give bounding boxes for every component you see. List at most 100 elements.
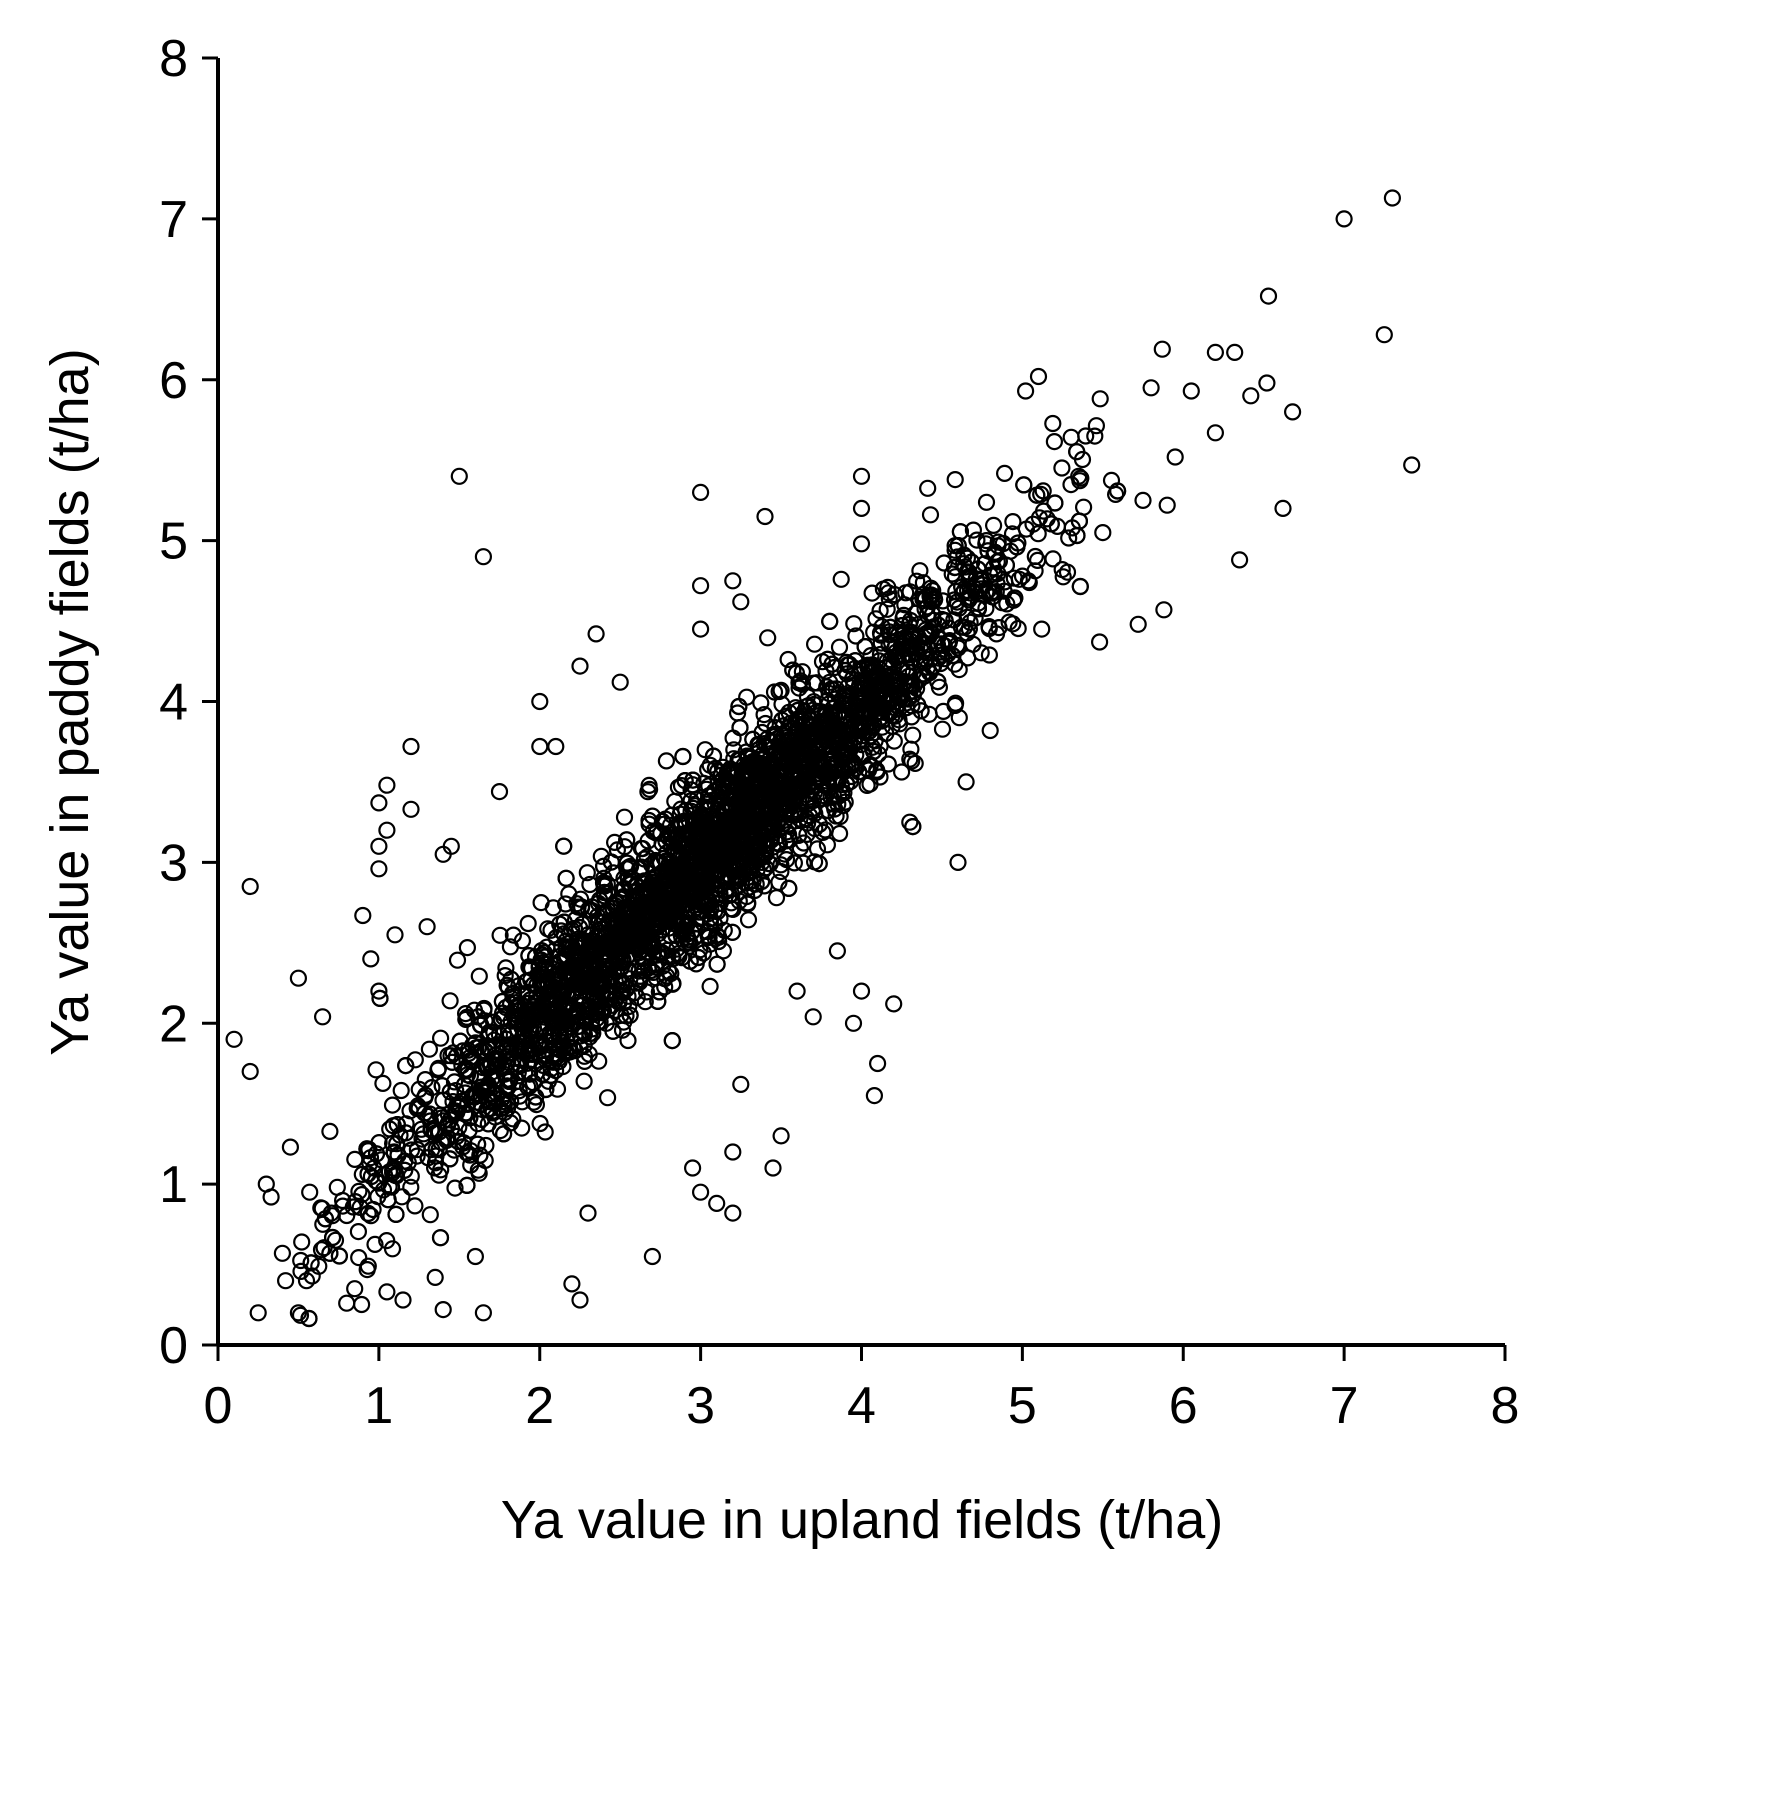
data-point	[562, 969, 580, 987]
data-point	[402, 737, 420, 756]
data-point	[856, 676, 874, 694]
data-point	[1108, 482, 1127, 500]
data-point	[741, 872, 759, 890]
data-point	[972, 644, 990, 662]
data-point	[471, 1146, 489, 1164]
data-point	[810, 764, 829, 783]
data-point	[548, 1080, 567, 1098]
data-point	[544, 899, 562, 917]
data-point	[432, 1029, 450, 1047]
data-point	[881, 618, 900, 637]
data-point	[1000, 613, 1018, 631]
data-point	[531, 737, 549, 756]
data-point	[960, 620, 978, 638]
data-point	[800, 807, 819, 825]
data-point	[730, 697, 748, 716]
data-point	[920, 627, 938, 645]
data-point	[847, 627, 865, 645]
data-point	[1129, 615, 1147, 633]
data-point	[709, 932, 728, 951]
data-point	[636, 993, 654, 1011]
data-point	[378, 1231, 396, 1250]
y-tick-label: 5	[159, 513, 188, 571]
data-point	[1005, 569, 1023, 587]
data-point	[385, 1159, 403, 1177]
data-point	[469, 1008, 487, 1026]
x-tick-label: 1	[364, 1377, 393, 1435]
data-point	[704, 747, 723, 765]
data-point	[1242, 387, 1260, 405]
data-point	[1074, 498, 1093, 516]
data-point	[618, 948, 636, 966]
data-point	[903, 752, 921, 770]
data-point	[706, 759, 725, 778]
data-point	[709, 928, 728, 946]
data-point	[895, 606, 913, 625]
data-point	[1091, 390, 1109, 408]
data-point	[900, 615, 918, 634]
data-point	[1045, 433, 1064, 451]
data-point	[1206, 343, 1225, 361]
data-point	[547, 988, 565, 1006]
data-point	[826, 734, 845, 752]
data-point	[611, 673, 629, 691]
data-point	[922, 586, 940, 604]
data-point	[598, 1089, 617, 1107]
data-point	[615, 808, 634, 826]
data-point	[878, 600, 896, 618]
data-point	[1068, 526, 1086, 545]
data-point	[664, 974, 682, 993]
data-point	[572, 898, 591, 916]
data-point	[547, 737, 565, 756]
data-point	[686, 884, 704, 902]
data-point	[611, 919, 629, 938]
x-tick-label: 0	[204, 1377, 233, 1435]
data-point	[906, 754, 924, 773]
data-point	[555, 837, 573, 855]
data-point	[735, 794, 754, 813]
data-point	[844, 753, 862, 772]
data-point	[379, 1191, 397, 1209]
data-point	[442, 837, 460, 855]
data-point	[458, 1008, 476, 1027]
data-point	[448, 951, 467, 969]
data-point	[787, 748, 805, 767]
data-point	[720, 886, 739, 904]
data-point	[302, 1254, 320, 1272]
data-point	[527, 1025, 545, 1043]
data-point	[657, 752, 676, 770]
data-point	[695, 835, 713, 853]
data-point	[657, 912, 675, 930]
data-point	[504, 926, 523, 944]
data-point	[402, 1178, 420, 1196]
data-point	[744, 730, 762, 749]
data-point	[312, 1241, 331, 1259]
data-point	[420, 1040, 438, 1058]
data-point	[773, 711, 791, 729]
data-point	[458, 1176, 476, 1195]
data-point	[924, 611, 943, 629]
data-point	[397, 1115, 415, 1133]
data-point	[679, 844, 697, 862]
data-point	[430, 1166, 448, 1184]
data-point	[367, 1061, 385, 1079]
data-point	[805, 635, 824, 653]
data-point	[755, 790, 774, 809]
data-point	[702, 857, 720, 875]
data-point	[738, 756, 757, 775]
data-point	[639, 783, 657, 801]
data-point	[675, 921, 693, 939]
data-point	[757, 844, 775, 863]
data-point	[754, 832, 772, 851]
data-point	[579, 1204, 597, 1222]
data-point	[650, 983, 669, 1001]
data-point	[759, 802, 777, 820]
data-point	[502, 1038, 520, 1056]
y-tick-label: 6	[159, 352, 188, 410]
data-point	[321, 1244, 339, 1262]
data-point	[977, 493, 996, 511]
data-point	[892, 763, 911, 781]
data-point	[556, 950, 574, 968]
data-point	[1258, 374, 1276, 392]
data-point	[969, 600, 988, 618]
